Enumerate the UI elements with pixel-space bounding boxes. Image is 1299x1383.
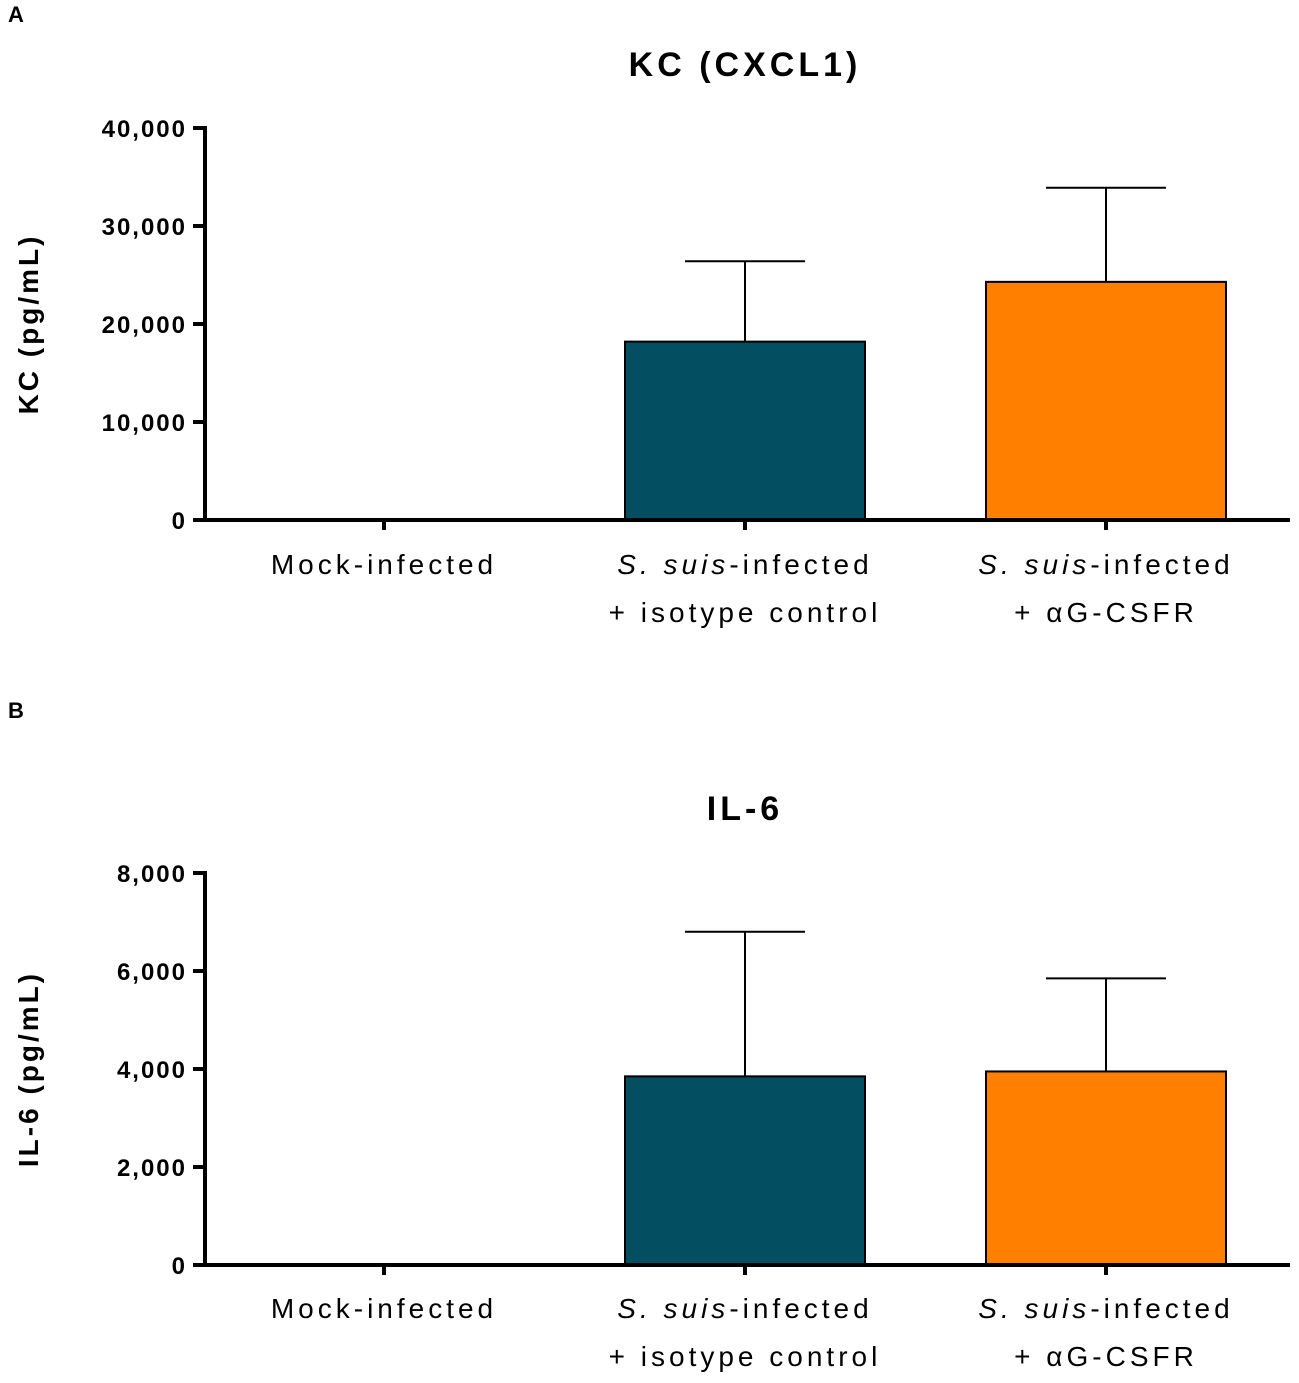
chart-title: KC (CXCL1): [629, 46, 862, 84]
y-tick-label: 20,000: [102, 312, 187, 339]
y-tick-label: 0: [172, 1253, 187, 1280]
y-tick-label: 10,000: [102, 410, 187, 437]
x-tick-label-line2: + isotype control: [609, 597, 882, 628]
x-tick-label: Mock-infected: [271, 549, 497, 580]
x-tick-label-line2: + isotype control: [609, 1341, 882, 1372]
y-tick-label: 30,000: [102, 214, 187, 241]
panel-b-chart: IL-6 IL-6 (pg/mL) 0 2,000 4,000 6,000 8,000 Moc…: [13, 790, 1290, 1372]
y-tick-label: 8,000: [117, 861, 187, 888]
y-tick-label: 2,000: [117, 1155, 187, 1182]
bar: [985, 1070, 1227, 1266]
panel-letter-a: A: [8, 2, 24, 27]
x-tick-label: S. suis-infected: [978, 1293, 1233, 1324]
y-axis-label: IL-6 (pg/mL): [13, 971, 44, 1167]
y-tick-label: 4,000: [117, 1057, 187, 1084]
bar: [624, 1075, 866, 1266]
x-tick-label: S. suis-infected: [617, 1293, 872, 1324]
x-tick-label: S. suis-infected: [617, 549, 872, 580]
bar: [985, 280, 1227, 521]
y-tick-label: 40,000: [102, 116, 187, 143]
x-tick-label-line2: + αG-CSFR: [1014, 597, 1198, 628]
x-tick-label-line2: + αG-CSFR: [1014, 1341, 1198, 1372]
y-axis-label: KC (pg/mL): [13, 234, 44, 415]
y-tick-label: 0: [172, 508, 187, 535]
y-tick-label: 6,000: [117, 959, 187, 986]
x-tick-label: S. suis-infected: [978, 549, 1233, 580]
panel-a-chart: KC (CXCL1) KC (pg/mL) 0 10,000 20,000 30,000 4…: [13, 46, 1290, 628]
panel-letter-b: B: [8, 698, 24, 723]
bar: [624, 340, 866, 522]
chart-title: IL-6: [707, 790, 783, 828]
x-tick-label: Mock-infected: [271, 1293, 497, 1324]
